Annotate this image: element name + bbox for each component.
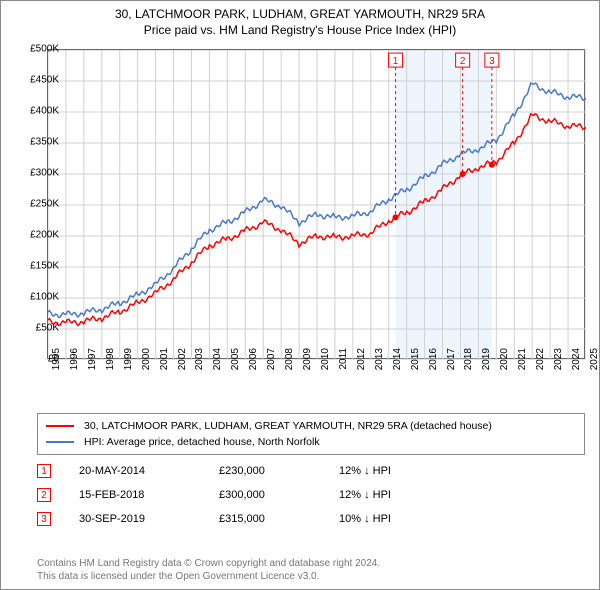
transaction-marker-3: 3 [37,512,51,526]
legend-box: 30, LATCHMOOR PARK, LUDHAM, GREAT YARMOU… [37,413,585,455]
y-tick-label: £200K [19,230,59,241]
x-tick-label: 2015 [410,348,421,378]
x-tick-label: 2000 [141,348,152,378]
x-tick-label: 2007 [266,348,277,378]
y-tick-label: £50K [19,323,59,334]
x-tick-label: 1999 [123,348,134,378]
svg-text:1: 1 [393,56,399,67]
legend-swatch-hpi [46,441,74,443]
x-tick-label: 2004 [212,348,223,378]
y-tick-label: £100K [19,292,59,303]
transaction-price-2: £300,000 [219,489,339,501]
transaction-row-2: 2 15-FEB-2018 £300,000 12% ↓ HPI [37,483,585,507]
x-tick-label: 1997 [87,348,98,378]
svg-text:3: 3 [489,56,495,67]
y-tick-label: £300K [19,168,59,179]
x-tick-label: 2021 [517,348,528,378]
y-tick-label: £500K [19,44,59,55]
y-tick-label: £150K [19,261,59,272]
x-tick-label: 2019 [481,348,492,378]
x-tick-label: 2001 [159,348,170,378]
transaction-marker-2: 2 [37,488,51,502]
x-tick-label: 1995 [51,348,62,378]
x-tick-label: 2009 [302,348,313,378]
x-tick-label: 1998 [105,348,116,378]
y-tick-label: £350K [19,137,59,148]
x-tick-label: 2016 [428,348,439,378]
x-tick-label: 2003 [194,348,205,378]
title-line2: Price paid vs. HM Land Registry's House … [11,23,589,37]
x-tick-label: 2012 [356,348,367,378]
legend-row-hpi: HPI: Average price, detached house, Nort… [46,434,576,450]
transaction-row-3: 3 30-SEP-2019 £315,000 10% ↓ HPI [37,507,585,531]
legend-label-hpi: HPI: Average price, detached house, Nort… [84,436,320,448]
footer-line1: Contains HM Land Registry data © Crown c… [37,557,585,570]
transaction-price-1: £230,000 [219,465,339,477]
transaction-marker-1: 1 [37,464,51,478]
legend-row-property: 30, LATCHMOOR PARK, LUDHAM, GREAT YARMOU… [46,418,576,434]
y-tick-label: £400K [19,106,59,117]
y-tick-label: £250K [19,199,59,210]
title-block: 30, LATCHMOOR PARK, LUDHAM, GREAT YARMOU… [1,1,599,41]
x-tick-label: 2018 [463,348,474,378]
x-tick-label: 2002 [177,348,188,378]
transaction-delta-1: 12% ↓ HPI [339,465,459,477]
x-tick-label: 2013 [374,348,385,378]
transactions-table: 1 20-MAY-2014 £230,000 12% ↓ HPI 2 15-FE… [37,459,585,531]
transaction-date-3: 30-SEP-2019 [79,513,219,525]
x-tick-label: 1996 [69,348,80,378]
y-tick-label: £450K [19,75,59,86]
x-tick-label: 2005 [230,348,241,378]
x-tick-label: 2014 [392,348,403,378]
x-tick-label: 2017 [446,348,457,378]
transaction-price-3: £315,000 [219,513,339,525]
footer-line2: This data is licensed under the Open Gov… [37,570,585,583]
transaction-date-1: 20-MAY-2014 [79,465,219,477]
chart-container: 30, LATCHMOOR PARK, LUDHAM, GREAT YARMOU… [0,0,600,590]
chart-svg: 1 2 3 [48,50,586,360]
transaction-row-1: 1 20-MAY-2014 £230,000 12% ↓ HPI [37,459,585,483]
chart-plot-area: 1 2 3 [47,49,585,359]
transaction-delta-3: 10% ↓ HPI [339,513,459,525]
x-tick-label: 2025 [589,348,600,378]
transaction-delta-2: 12% ↓ HPI [339,489,459,501]
x-tick-label: 2011 [338,348,349,378]
svg-text:2: 2 [460,56,466,67]
transaction-date-2: 15-FEB-2018 [79,489,219,501]
legend-swatch-property [46,425,74,427]
legend-label-property: 30, LATCHMOOR PARK, LUDHAM, GREAT YARMOU… [84,420,492,432]
x-tick-label: 2008 [284,348,295,378]
x-tick-label: 2010 [320,348,331,378]
x-tick-label: 2006 [248,348,259,378]
footer-attribution: Contains HM Land Registry data © Crown c… [37,557,585,583]
x-tick-label: 2023 [553,348,564,378]
title-line1: 30, LATCHMOOR PARK, LUDHAM, GREAT YARMOU… [11,7,589,21]
x-tick-label: 2022 [535,348,546,378]
x-tick-label: 2024 [571,348,582,378]
x-tick-label: 2020 [499,348,510,378]
